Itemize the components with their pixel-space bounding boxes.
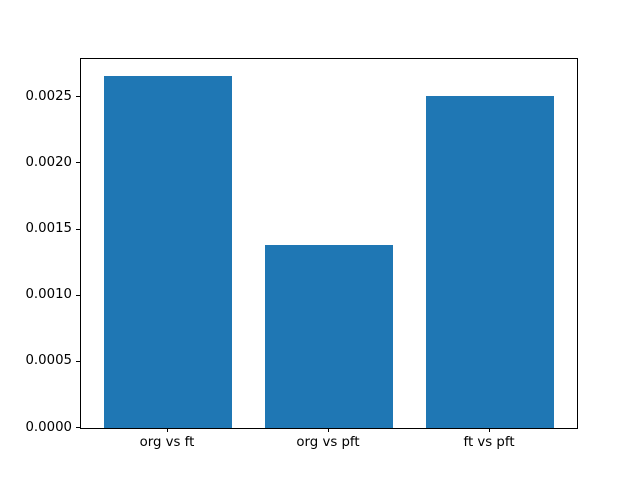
y-tick-mark	[76, 162, 80, 164]
x-tick-mark	[328, 428, 329, 432]
y-tick-label: 0.0025	[25, 88, 72, 104]
y-tick-label: 0.0005	[25, 353, 72, 369]
bar-org-vs-ft	[103, 76, 233, 428]
y-tick-label: 0.0000	[25, 419, 72, 435]
x-tick-mark	[166, 428, 168, 432]
y-tick-mark	[76, 96, 80, 98]
y-tick-mark	[76, 360, 80, 362]
y-tick-mark	[76, 294, 80, 296]
y-tick-label: 0.0020	[25, 154, 72, 170]
x-tick-label-ft-vs-pft: ft vs pft	[463, 435, 515, 450]
y-tick-mark	[76, 427, 80, 428]
x-tick-label-org-vs-pft: org vs pft	[296, 435, 360, 450]
bar-org-vs-pft	[264, 245, 394, 428]
y-tick-label: 0.0010	[25, 287, 72, 303]
plot-area	[80, 58, 578, 429]
y-tick-label: 0.0015	[25, 221, 72, 237]
y-tick-mark	[76, 228, 80, 230]
x-tick-mark	[489, 428, 491, 432]
x-tick-label-org-vs-ft: org vs ft	[139, 435, 195, 450]
bar-ft-vs-pft	[425, 96, 555, 428]
